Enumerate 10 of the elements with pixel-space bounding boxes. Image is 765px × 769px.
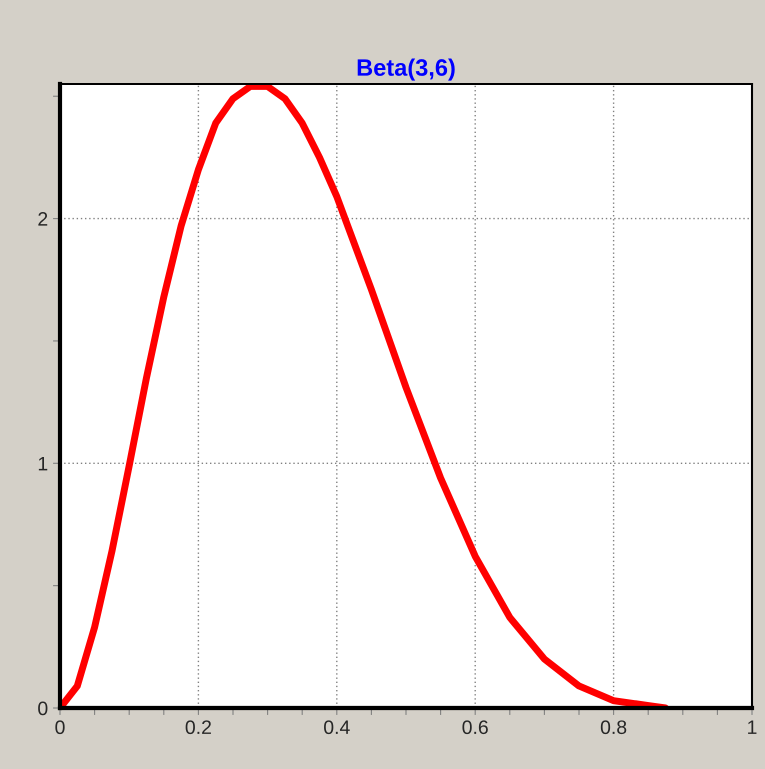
y-tick-label: 0: [38, 701, 48, 716]
y-tick-label: 1: [38, 456, 48, 470]
y-tick-label: 2: [38, 212, 48, 226]
x-tick-label: 0.4: [324, 720, 350, 734]
chart-title: Beta(3,6): [358, 58, 455, 81]
x-tick-label: 0: [55, 720, 65, 734]
x-tick-label: 1: [748, 720, 756, 734]
x-tick-label: 0.2: [186, 720, 211, 734]
x-tick-label: 0.6: [462, 720, 488, 734]
x-tick-label: 0.8: [600, 720, 626, 734]
